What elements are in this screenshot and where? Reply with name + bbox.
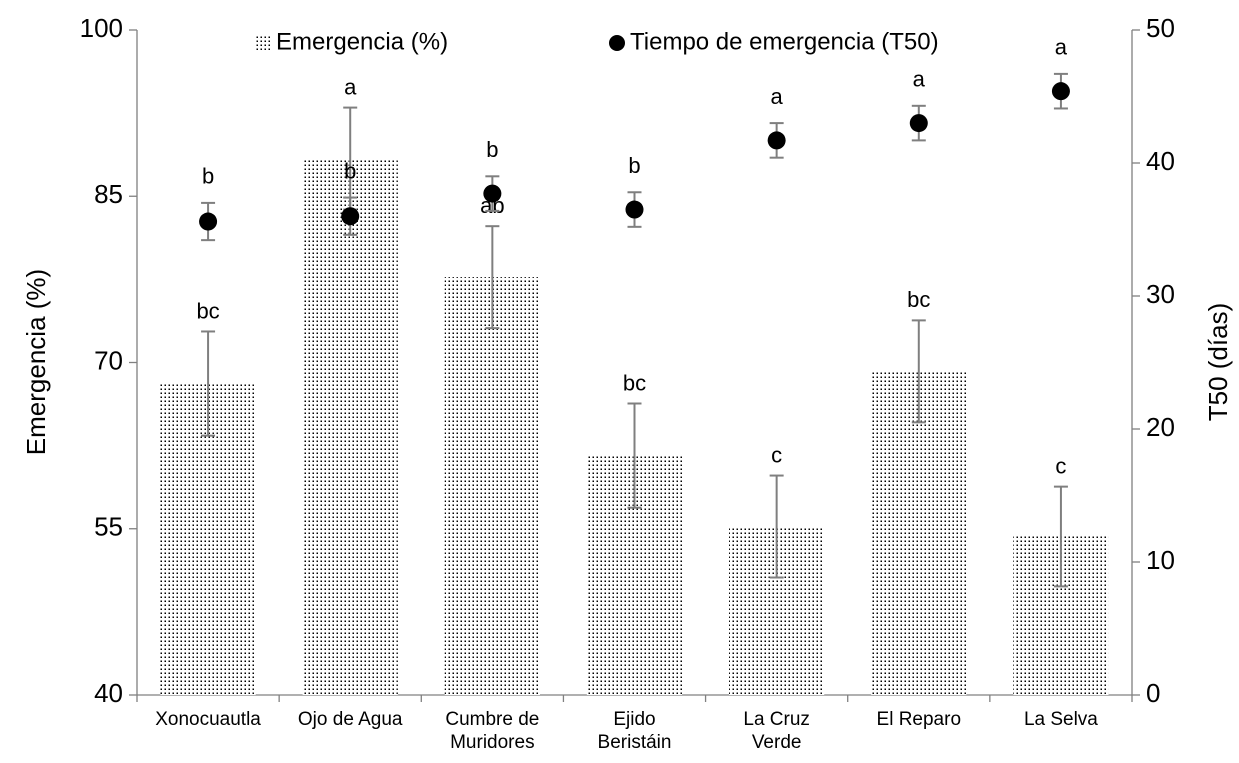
legend-swatch <box>256 36 270 50</box>
y2-tick-label: 40 <box>1146 146 1175 176</box>
significance-letter: a <box>771 84 784 109</box>
significance-letter: a <box>1055 35 1068 60</box>
bar <box>871 371 967 695</box>
significance-letter: c <box>771 442 782 467</box>
point <box>1051 82 1070 101</box>
significance-letter: b <box>202 164 214 189</box>
significance-letter: b <box>628 153 640 178</box>
y-tick-label: 70 <box>94 345 123 375</box>
y-tick-label: 85 <box>94 179 123 209</box>
point <box>767 131 786 150</box>
legend-label: Emergencia (%) <box>276 28 448 55</box>
y2-tick-label: 10 <box>1146 545 1175 575</box>
y2-tick-label: 0 <box>1146 678 1160 708</box>
point <box>341 207 360 226</box>
x-tick-label: La Selva <box>1023 709 1098 730</box>
legend-label: Tiempo de emergencia (T50) <box>630 28 939 55</box>
x-tick-label: Cumbre de Muridores <box>445 709 540 753</box>
x-tick-label: Ejido Beristáin <box>597 709 672 753</box>
x-tick-label: La Cruz Verde <box>743 709 810 753</box>
significance-letter: bc <box>907 287 930 312</box>
y2-tick-label: 30 <box>1146 279 1175 309</box>
significance-letter: bc <box>196 298 219 323</box>
significance-letter: a <box>913 67 926 92</box>
significance-letter: b <box>486 137 498 162</box>
significance-letter: a <box>344 74 357 99</box>
point <box>483 184 502 203</box>
bar <box>444 277 540 695</box>
y2-axis-title: T50 (días) <box>1203 303 1233 422</box>
point <box>909 114 928 133</box>
significance-letter: bc <box>623 370 646 395</box>
y-tick-label: 55 <box>94 512 123 542</box>
x-tick-label: Xonocuautla <box>155 709 261 730</box>
point <box>199 212 218 231</box>
bar <box>302 158 398 696</box>
significance-letter: b <box>344 158 356 183</box>
y2-tick-label: 50 <box>1146 13 1175 43</box>
y2-tick-label: 20 <box>1146 412 1175 442</box>
y-axis-title: Emergencia (%) <box>21 269 51 455</box>
point <box>625 200 644 219</box>
x-tick-label: El Reparo <box>876 709 962 730</box>
legend-swatch <box>609 35 625 51</box>
significance-letter: c <box>1055 453 1066 478</box>
y-tick-label: 100 <box>80 13 123 43</box>
x-tick-label: Ojo de Agua <box>297 709 403 730</box>
y-tick-label: 40 <box>94 678 123 708</box>
